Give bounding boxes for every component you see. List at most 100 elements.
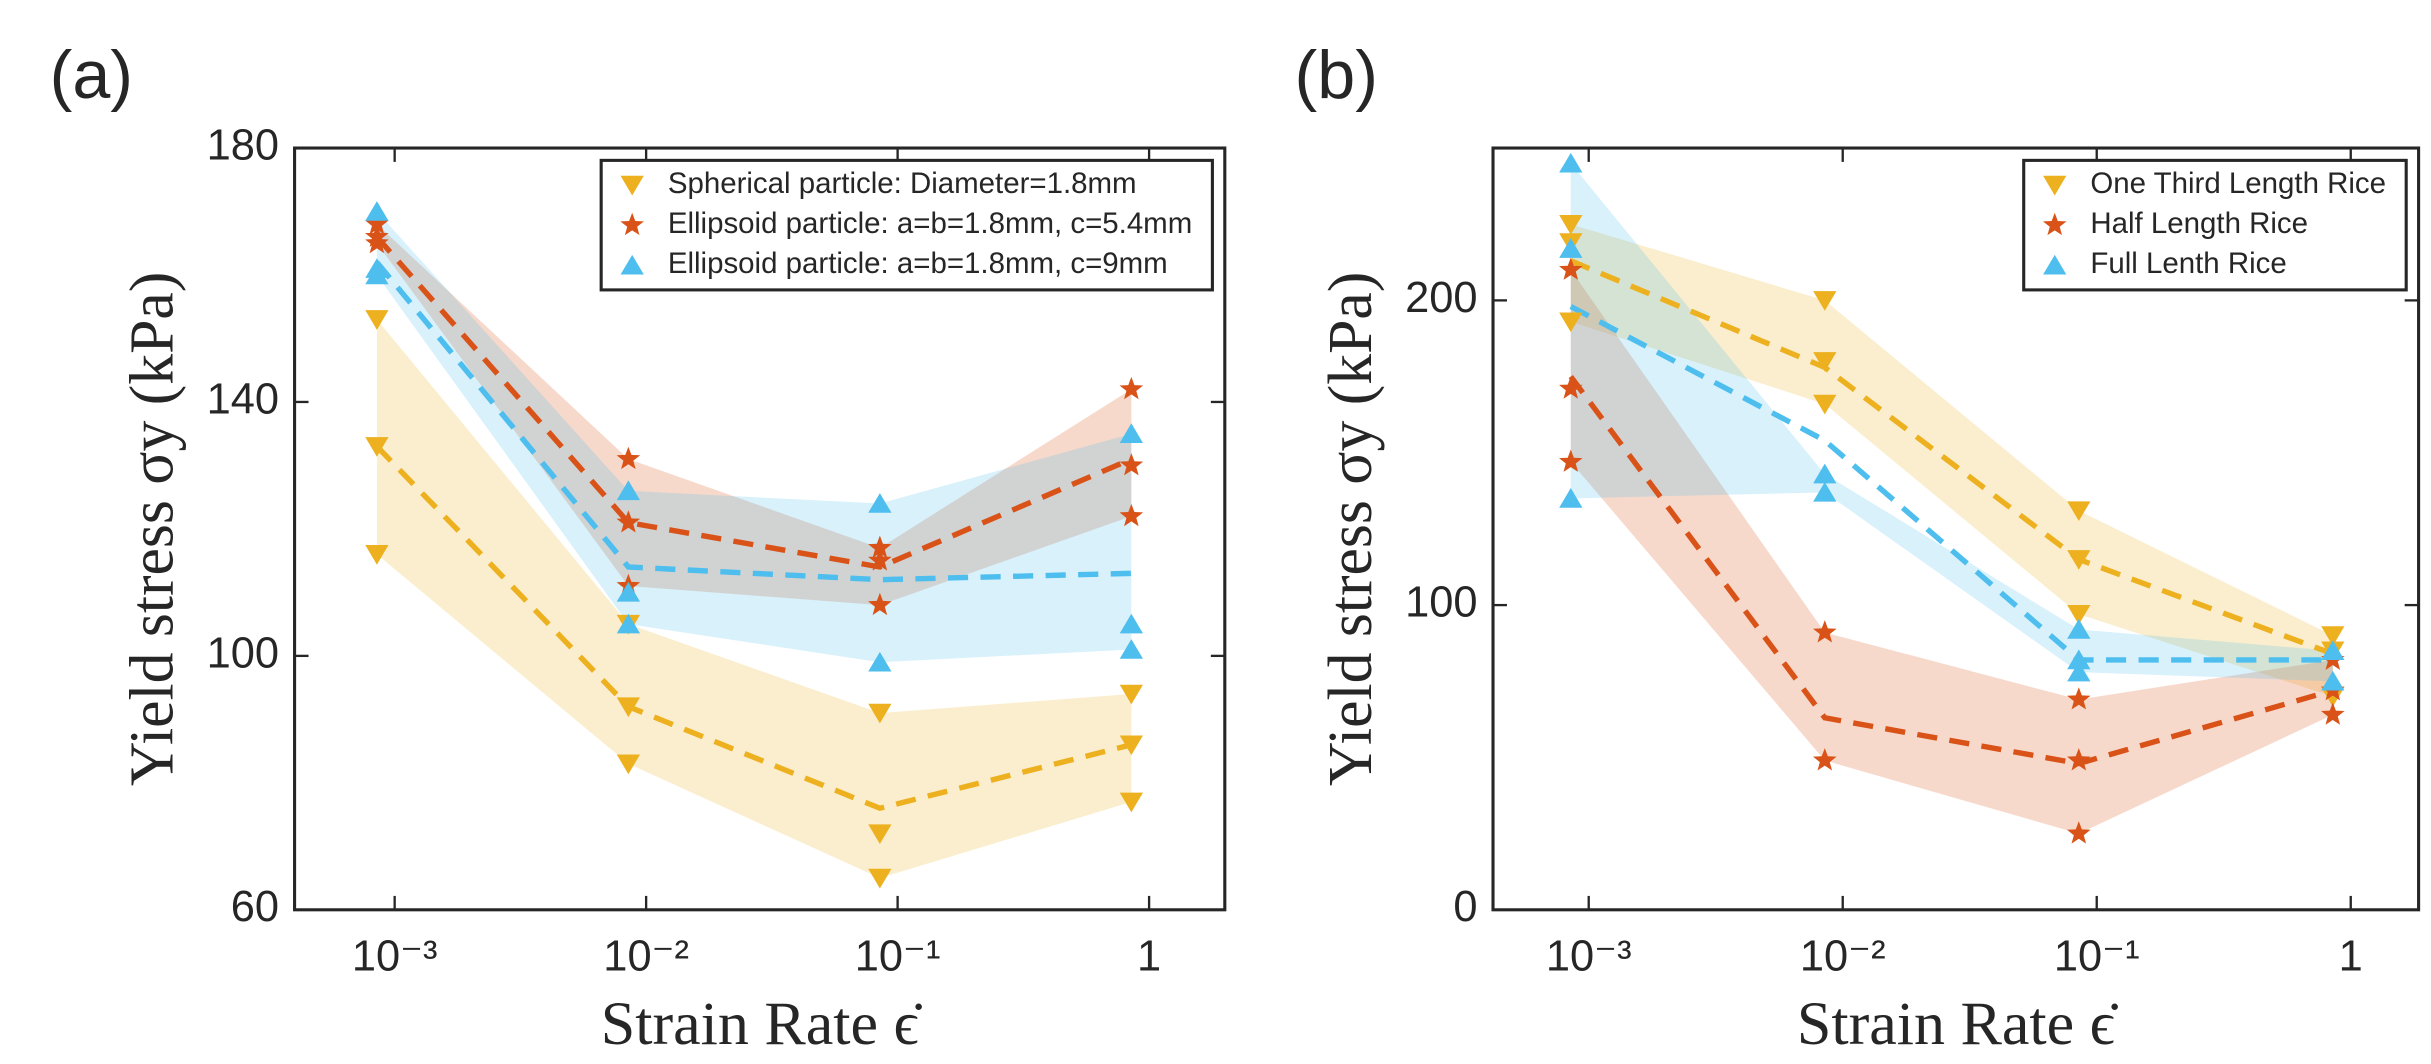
- sample-marker: [365, 310, 389, 330]
- sample-marker: [616, 697, 641, 718]
- x-axis-label: Strain Rate ϵ̇: [601, 990, 923, 1058]
- sample-marker: [616, 446, 641, 470]
- sample-marker: [2321, 670, 2345, 691]
- sample-marker: [2321, 640, 2345, 661]
- legend-marker: [2043, 254, 2067, 275]
- sample-marker: [1119, 792, 1143, 813]
- legend-label: Half Length Rice: [2090, 207, 2308, 240]
- mean-line: [1568, 374, 2334, 767]
- sample-marker: [616, 480, 641, 501]
- sample-marker: [2067, 748, 2091, 771]
- sample-marker: [1813, 291, 1837, 311]
- sample-marker: [365, 230, 389, 254]
- sample-marker: [1559, 312, 1583, 333]
- sample-marker: [1119, 503, 1144, 527]
- sample-marker: [868, 535, 892, 558]
- sample-marker: [1559, 152, 1583, 173]
- legend-label: Spherical particle: Diameter=1.8mm: [668, 167, 1137, 200]
- sample-marker: [1119, 423, 1143, 443]
- chart: 0 100 200 10⁻³ 10⁻² 10⁻¹ 1 Strain Rate ϵ̇ Yield …: [1295, 37, 2421, 1058]
- y-tick-label: 60: [231, 883, 279, 931]
- x-tick-label: 10⁻³: [1546, 933, 1632, 981]
- y-tick-label: 0: [1453, 883, 1477, 931]
- sample-marker: [365, 437, 389, 457]
- x-tick-label: 1: [1137, 933, 1161, 981]
- sample-marker: [2067, 821, 2091, 844]
- range-band: [376, 211, 1132, 663]
- sample-marker: [2067, 687, 2091, 710]
- legend: One Third Length Rice Half Length Rice Ful…: [2022, 158, 2408, 292]
- sample-marker: [2321, 626, 2345, 646]
- sample-marker: [1559, 214, 1583, 235]
- sample-marker: [1119, 735, 1143, 756]
- y-tick-label: 100: [1405, 579, 1477, 627]
- sample-marker: [1558, 449, 1583, 472]
- legend-label: Full Lenth Rice: [2090, 247, 2286, 280]
- sample-marker: [1119, 684, 1143, 705]
- sample-marker: [1813, 463, 1837, 484]
- legend-label: Ellipsoid particle: a=b=1.8mm, c=9mm: [668, 247, 1168, 280]
- mean-line: [374, 260, 1132, 583]
- sample-marker: [868, 548, 892, 571]
- sample-marker: [868, 868, 892, 889]
- sample-marker: [2067, 604, 2091, 625]
- sample-marker: [616, 613, 641, 634]
- y-tick-label: 100: [207, 629, 279, 677]
- sample-marker: [2067, 619, 2091, 639]
- sample-marker: [1119, 639, 1143, 659]
- sample-marker: [2067, 501, 2091, 522]
- panel-label: (a): [50, 37, 133, 113]
- sample-marker: [1119, 453, 1144, 476]
- range-band: [376, 319, 1132, 879]
- sample-marker: [1813, 481, 1837, 502]
- legend-marker: [620, 254, 644, 275]
- sample-marker: [868, 703, 892, 724]
- sample-marker: [1813, 352, 1837, 372]
- legend-label: One Third Length Rice: [2090, 167, 2386, 200]
- y-tick-label: 180: [207, 122, 279, 170]
- sample-marker: [616, 510, 641, 533]
- legend-label: Ellipsoid particle: a=b=1.8mm, c=5.4mm: [668, 207, 1192, 240]
- sample-marker: [2067, 649, 2091, 670]
- range-band: [376, 224, 1132, 606]
- sample-marker: [1119, 613, 1143, 634]
- legend-marker: [620, 212, 644, 236]
- legend-marker: [2042, 212, 2067, 236]
- axes-box: [1491, 146, 2421, 912]
- x-tick-label: 10⁻¹: [855, 933, 941, 981]
- x-tick-label: 1: [2339, 933, 2363, 981]
- sample-marker: [1559, 488, 1583, 508]
- sample-marker: [2067, 550, 2091, 570]
- y-tick-label: 140: [207, 375, 279, 423]
- sample-marker: [365, 201, 389, 221]
- sample-marker: [1558, 376, 1583, 399]
- legend-box: [2022, 158, 2408, 292]
- sample-marker: [616, 581, 641, 602]
- sample-marker: [2067, 661, 2091, 682]
- sample-marker: [2321, 687, 2345, 707]
- sample-marker: [365, 264, 389, 285]
- axes-box: [293, 146, 1227, 912]
- x-tick-label: 10⁻¹: [2054, 933, 2140, 981]
- sample-marker: [365, 211, 389, 235]
- sample-marker: [1558, 257, 1583, 280]
- sample-marker: [1119, 376, 1144, 400]
- sample-marker: [2321, 702, 2345, 725]
- mean-line: [374, 444, 1133, 812]
- legend: Spherical particle: Diameter=1.8mm Ellips…: [599, 158, 1214, 292]
- sample-marker: [1813, 620, 1837, 643]
- range-band: [1570, 163, 2333, 682]
- sample-marker: [1813, 394, 1837, 415]
- legend-marker: [620, 175, 644, 196]
- x-tick-label: 10⁻²: [603, 933, 689, 981]
- y-tick-label: 200: [1405, 274, 1477, 322]
- x-axis-label: Strain Rate ϵ̇: [1797, 990, 2119, 1058]
- sample-marker: [1813, 748, 1837, 771]
- legend-marker: [2043, 175, 2067, 196]
- sample-marker: [868, 651, 892, 672]
- chart: 60 100 140 180 10⁻³ 10⁻² 10⁻¹ 1 Strain Rate ϵ̇ Yi…: [50, 37, 1227, 1058]
- x-tick-label: 10⁻³: [352, 933, 438, 981]
- panel-label: (b): [1295, 37, 1378, 113]
- range-band: [1570, 269, 2333, 834]
